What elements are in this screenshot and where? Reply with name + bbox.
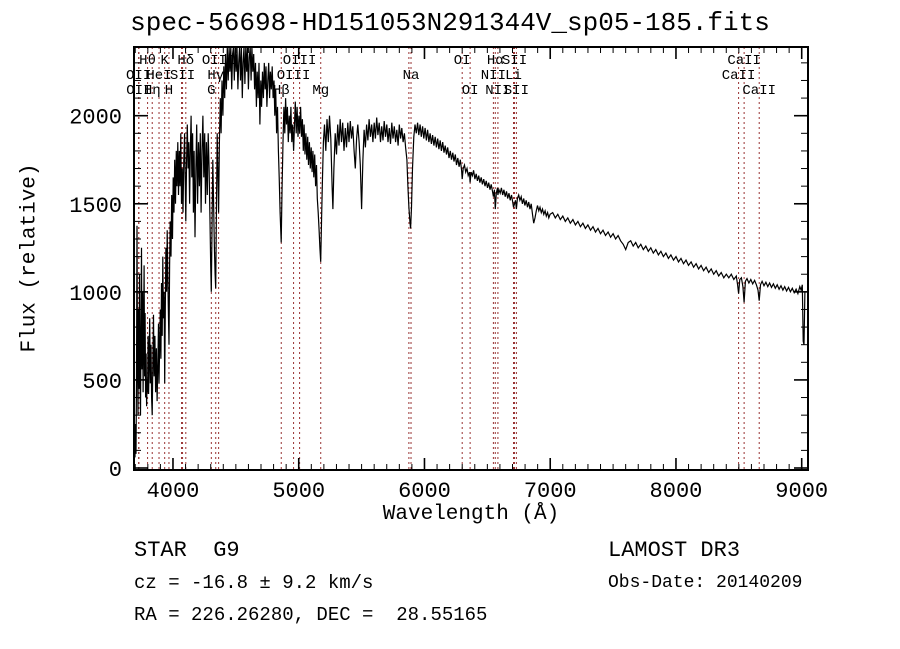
y-axis-label: Flux (relative) (18, 163, 42, 353)
flux-curve (134, 47, 806, 458)
spectral-line-label: Hδ (177, 53, 194, 69)
y-tick-label: 1500 (69, 194, 122, 219)
spectral-line-label: OII (126, 68, 151, 84)
spectral-line-label: NII (485, 83, 510, 99)
spectral-line-label: OII (126, 83, 151, 99)
y-tick-label: 2000 (69, 106, 122, 131)
spectral-line-label: CaII (742, 83, 776, 99)
y-tick-label: 0 (109, 458, 122, 483)
ra-dec-label: RA = 226.26280, DEC = 28.55165 (134, 604, 488, 626)
x-axis-label: Wavelength (Å) (382, 503, 560, 526)
spectral-line-label: SII (170, 68, 195, 84)
y-tick-label: 500 (82, 370, 122, 395)
spectral-line-label: G (207, 83, 215, 99)
spectral-line-label: CaII (727, 53, 761, 69)
spectral-line-label: Hβ (273, 83, 290, 99)
object-class-label: STAR G9 (134, 538, 240, 563)
spectral-line-label: Li (505, 68, 522, 84)
spectral-line-label: NII (481, 68, 506, 84)
spectral-line-label: K (160, 53, 169, 69)
x-tick-label: 6000 (398, 479, 451, 504)
plot-frame (133, 46, 809, 471)
spectral-line-label: Hθ (139, 53, 156, 69)
page-title: spec-56698-HD151053N291344V_sp05-185.fit… (130, 8, 770, 38)
spectral-line-label: OI (454, 53, 471, 69)
x-tick-label: 4000 (147, 479, 200, 504)
survey-release-label: LAMOST DR3 (608, 538, 741, 563)
x-tick-label: 5000 (272, 479, 325, 504)
spectral-line-label: Mg (312, 83, 329, 99)
x-tick-label: 9000 (775, 479, 828, 504)
spectral-line-label: Hγ (207, 68, 224, 84)
spectral-line-label: HeI (146, 68, 171, 84)
spectral-line-label: Na (403, 68, 420, 84)
y-tick-label: 1000 (69, 282, 122, 307)
spectral-line-label: OIII (277, 68, 311, 84)
spectral-line-label: CaII (722, 68, 756, 84)
obs-date-label: Obs-Date: 20140209 (608, 573, 803, 593)
spectral-line-label: H (165, 83, 173, 99)
radial-velocity-label: cz = -16.8 ± 9.2 km/s (134, 572, 374, 594)
spectral-line-label: SII (504, 83, 529, 99)
spectral-line-label: OIII (283, 53, 317, 69)
spectral-line-label: Hα (487, 53, 504, 69)
x-tick-label: 7000 (524, 479, 577, 504)
spectral-line-label: OI (462, 83, 479, 99)
spectral-line-label: Hη (144, 83, 161, 99)
spectral-line-label: SII (502, 53, 527, 69)
x-tick-label: 8000 (650, 479, 703, 504)
